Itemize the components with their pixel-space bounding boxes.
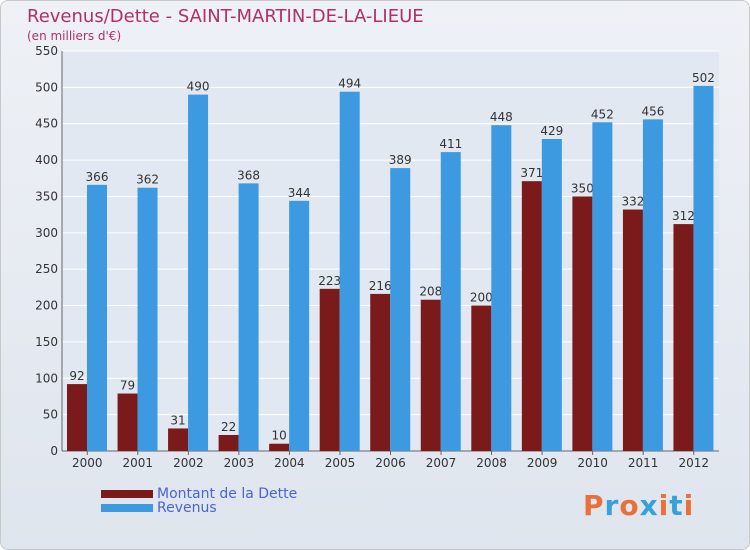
chart-title: Revenus/Dette - SAINT-MARTIN-DE-LA-LIEUE <box>27 6 424 27</box>
x-tick-label: 2003 <box>224 456 255 470</box>
data-label-revenus: 494 <box>338 77 361 91</box>
x-tick-label: 2004 <box>274 456 305 470</box>
data-label-revenus: 411 <box>439 137 462 151</box>
bar-revenus <box>188 94 209 452</box>
legend-swatch-dette <box>101 490 153 498</box>
bar-dette <box>67 384 87 451</box>
x-tick-label: 2001 <box>123 456 154 470</box>
bar-dette <box>420 299 441 451</box>
y-tick-label: 450 <box>35 117 58 131</box>
bar-revenus <box>87 184 107 451</box>
x-tick-label: 2008 <box>476 456 507 470</box>
bar-dette <box>521 181 542 451</box>
y-tick-label: 500 <box>35 80 58 94</box>
x-tick-label: 2010 <box>577 456 608 470</box>
bar-dette <box>622 209 643 451</box>
data-label-revenus: 429 <box>540 124 563 138</box>
y-tick-label: 350 <box>35 189 58 203</box>
bar-dette <box>168 428 189 451</box>
y-tick-label: 50 <box>43 408 58 422</box>
x-tick-label: 2005 <box>325 456 356 470</box>
legend-swatch-revenus <box>101 504 153 512</box>
data-label-dette: 332 <box>621 195 644 209</box>
data-label-dette: 223 <box>318 274 341 288</box>
data-label-dette: 10 <box>272 429 287 443</box>
data-label-dette: 208 <box>419 285 442 299</box>
chart-subtitle: (en milliers d'€) <box>27 29 122 43</box>
bar-revenus <box>541 139 562 451</box>
data-label-dette: 371 <box>520 166 543 180</box>
y-tick-label: 0 <box>50 444 58 458</box>
bar-revenus <box>491 125 512 451</box>
y-tick-label: 150 <box>35 335 58 349</box>
bar-revenus <box>642 119 663 451</box>
bar-revenus <box>693 85 714 451</box>
data-label-dette: 31 <box>170 413 185 427</box>
bar-revenus <box>440 152 461 451</box>
data-label-dette: 216 <box>369 279 392 293</box>
data-label-revenus: 490 <box>187 80 210 94</box>
data-label-dette: 350 <box>571 181 594 195</box>
y-tick-label: 300 <box>35 226 58 240</box>
y-tick-label: 400 <box>35 153 58 167</box>
bar-dette <box>269 443 290 451</box>
bar-dette <box>117 393 138 451</box>
data-label-revenus: 452 <box>591 107 614 121</box>
bar-revenus <box>339 91 360 452</box>
bar-dette <box>218 435 239 451</box>
bar-revenus <box>390 168 411 451</box>
x-tick-label: 2000 <box>72 456 103 470</box>
data-label-revenus: 502 <box>692 71 715 85</box>
bar-revenus <box>289 200 310 451</box>
legend-label-revenus: Revenus <box>157 500 217 516</box>
data-label-revenus: 389 <box>389 153 412 167</box>
y-tick-label: 100 <box>35 371 58 385</box>
bar-dette <box>370 293 391 451</box>
data-label-dette: 79 <box>120 379 135 393</box>
data-label-dette: 312 <box>672 209 695 223</box>
proxiti-logo: Proxiti <box>583 489 695 522</box>
legend-label-dette: Montant de la Dette <box>157 486 298 502</box>
y-tick-label: 550 <box>35 44 58 58</box>
y-tick-label: 200 <box>35 299 58 313</box>
x-tick-label: 2002 <box>173 456 204 470</box>
data-label-revenus: 366 <box>86 170 109 184</box>
x-tick-label: 2009 <box>527 456 558 470</box>
bar-dette <box>572 196 593 451</box>
x-tick-label: 2011 <box>628 456 659 470</box>
x-tick-label: 2012 <box>678 456 709 470</box>
data-label-revenus: 344 <box>288 186 311 200</box>
bar-dette <box>319 288 340 451</box>
legend-item-dette: Montant de la Dette <box>101 486 298 502</box>
y-tick-label: 250 <box>35 262 58 276</box>
bar-revenus <box>592 122 613 451</box>
data-label-revenus: 362 <box>136 173 159 187</box>
bar-dette <box>673 224 694 451</box>
data-label-dette: 22 <box>221 420 236 434</box>
bar-revenus <box>137 187 158 451</box>
data-label-revenus: 456 <box>641 104 664 118</box>
bar-revenus <box>238 183 259 451</box>
bar-dette <box>471 305 492 451</box>
data-label-dette: 92 <box>69 369 84 383</box>
x-tick-label: 2006 <box>375 456 406 470</box>
x-tick-label: 2007 <box>426 456 457 470</box>
data-label-dette: 200 <box>470 291 493 305</box>
data-label-revenus: 448 <box>490 110 513 124</box>
legend-item-revenus: Revenus <box>101 500 217 516</box>
data-label-revenus: 368 <box>237 168 260 182</box>
